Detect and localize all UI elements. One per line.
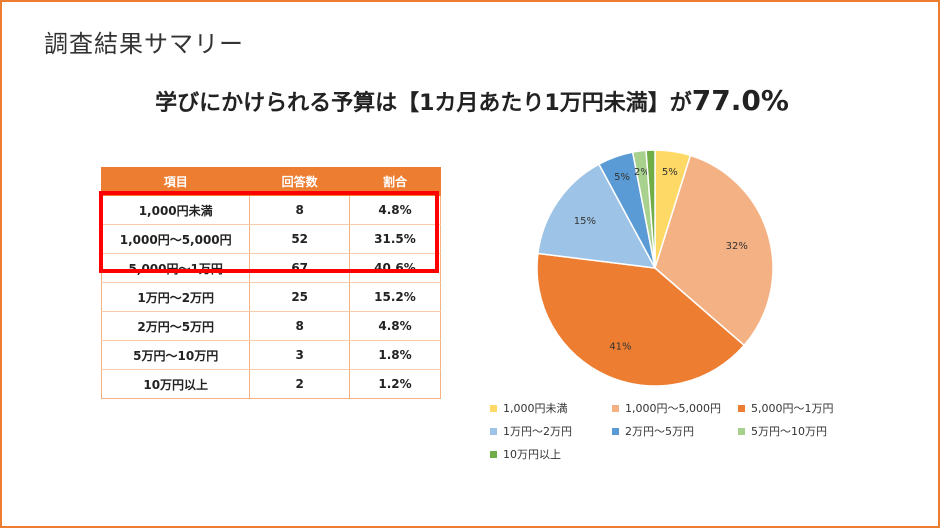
cell-count: 52 (249, 224, 350, 254)
legend-label: 2万円～5万円 (625, 425, 694, 438)
legend-item-1: 1,000円未満 (490, 400, 568, 416)
data-label-5: 5% (614, 172, 630, 183)
headline-text: 学びにかけられる予算は【1カ月あたり1万円未満】が (155, 91, 692, 116)
data-label-6: 2% (634, 167, 650, 178)
cell-count: 2 (249, 369, 350, 399)
cell-ratio: 40.6% (348, 253, 442, 283)
legend-swatch (490, 404, 497, 412)
cell-item: 1万円～2万円 (100, 282, 251, 312)
header-item: 項目 (100, 167, 251, 196)
legend-swatch (612, 404, 619, 412)
legend-swatch (738, 404, 745, 412)
legend-item-7: 10万円以上 (490, 446, 561, 462)
cell-ratio: 1.8% (348, 340, 442, 370)
table-row: 1,000円未満 8 4.8% (100, 195, 442, 225)
pie-slice-7 (645, 149, 656, 269)
cell-item: 10万円以上 (100, 369, 251, 399)
cell-count: 67 (249, 253, 350, 283)
legend-item-3: 5,000円～1万円 (738, 400, 834, 416)
header-count: 回答数 (249, 167, 350, 196)
legend-swatch (490, 450, 497, 458)
cell-count: 8 (249, 311, 350, 341)
legend-swatch (490, 427, 497, 435)
legend-swatch (738, 427, 745, 435)
cell-count: 25 (249, 282, 350, 312)
cell-item: 2万円～5万円 (100, 311, 251, 341)
pie-slice-2 (654, 154, 774, 347)
cell-ratio: 4.8% (348, 195, 442, 225)
legend-label: 1,000円未満 (503, 402, 568, 415)
legend-label: 1万円～2万円 (503, 425, 572, 438)
cell-count: 8 (249, 195, 350, 225)
legend-item-2: 1,000円～5,000円 (612, 400, 721, 416)
pie-slice-3 (536, 252, 746, 387)
table-row: 5万円～10万円 3 1.8% (100, 340, 442, 370)
headline-value: 77.0% (691, 84, 789, 117)
cell-item: 1,000円～5,000円 (100, 224, 251, 254)
data-label-3: 41% (609, 342, 631, 353)
cell-ratio: 4.8% (348, 311, 442, 341)
legend-label: 5,000円～1万円 (751, 402, 834, 415)
cell-item: 5万円～10万円 (100, 340, 251, 370)
cell-item: 1,000円未満 (100, 195, 251, 225)
cell-item: 5,000円～1万円 (100, 253, 251, 283)
slide-title: 調査結果サマリー (44, 30, 244, 58)
table-header-row: 項目 回答数 割合 (100, 167, 442, 196)
table-row: 5,000円～1万円 67 40.6% (100, 253, 442, 283)
legend-item-6: 5万円～10万円 (738, 423, 827, 439)
legend-label: 10万円以上 (503, 448, 561, 461)
cell-ratio: 31.5% (348, 224, 442, 254)
legend-item-4: 1万円～2万円 (490, 423, 572, 439)
table-row: 1,000円～5,000円 52 31.5% (100, 224, 442, 254)
cell-ratio: 1.2% (348, 369, 442, 399)
legend-label: 5万円～10万円 (751, 425, 827, 438)
data-label-2: 32% (726, 241, 748, 252)
pie-chart: 5% 32% 41% 15% 5% 2% (536, 149, 774, 387)
cell-count: 3 (249, 340, 350, 370)
data-label-1: 5% (662, 167, 678, 178)
cell-ratio: 15.2% (348, 282, 442, 312)
table-row: 10万円以上 2 1.2% (100, 369, 442, 399)
table-row: 2万円～5万円 8 4.8% (100, 311, 442, 341)
headline: 学びにかけられる予算は【1カ月あたり1万円未満】が77.0% (2, 84, 940, 117)
legend-swatch (612, 427, 619, 435)
table-row: 1万円～2万円 25 15.2% (100, 282, 442, 312)
data-label-4: 15% (574, 216, 596, 227)
legend-item-5: 2万円～5万円 (612, 423, 694, 439)
legend-label: 1,000円～5,000円 (625, 402, 721, 415)
results-table: 項目 回答数 割合 1,000円未満 8 4.8% 1,000円～5,000円 … (100, 167, 442, 399)
header-ratio: 割合 (348, 167, 442, 196)
pie-slice-4 (537, 163, 657, 269)
